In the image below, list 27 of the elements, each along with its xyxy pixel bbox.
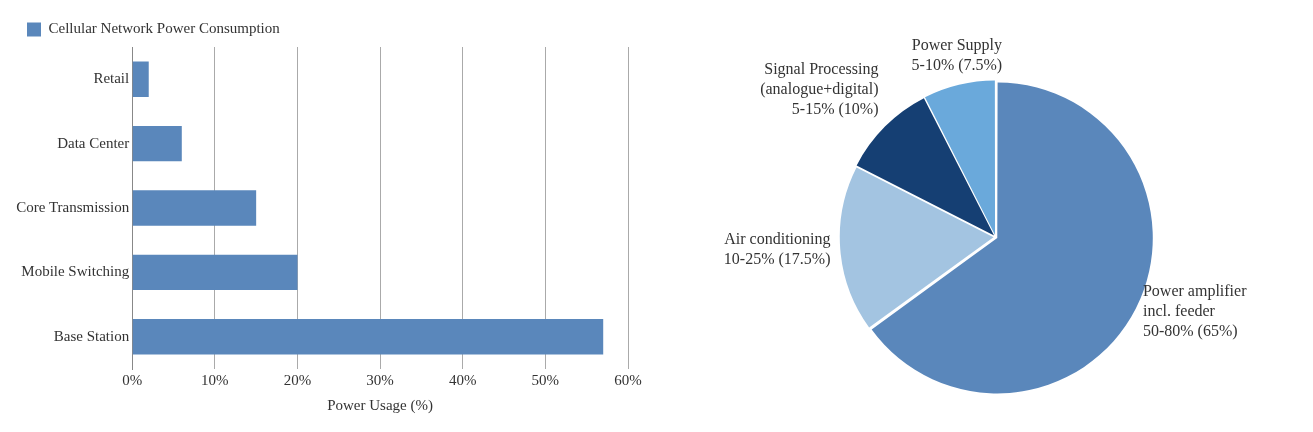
x-tick-label: 40% — [448, 371, 477, 388]
x-tick-label: 10% — [201, 371, 229, 388]
y-tick-label: Retail — [93, 70, 130, 87]
data-label: 5-15% (10%) — [791, 100, 879, 119]
bar — [132, 190, 257, 226]
y-tick-label: Data Center — [57, 134, 130, 151]
x-tick-label: 20% — [283, 371, 312, 388]
y-tick-label: Base Station — [53, 327, 130, 344]
x-tick-label: 30% — [366, 371, 394, 388]
bar — [132, 125, 182, 162]
x-tick-label: 0% — [122, 371, 143, 388]
slice-label: Signal Processing (analogue+digital) — [760, 60, 879, 99]
x-tick-label: 50% — [531, 371, 560, 388]
data-label: 5-10% (7.5%) — [911, 56, 1003, 75]
legend-label: Cellular Network Power Consumption — [48, 20, 281, 37]
data-label: 50-80% (65%) — [1142, 322, 1238, 341]
slice-label: Air conditioning — [724, 230, 831, 249]
y-tick-label: Core Transmission — [16, 198, 130, 215]
y-tick-label: Mobile Switching — [21, 263, 130, 280]
bar — [132, 254, 298, 291]
x-axis-title: Power Usage (%) — [327, 396, 434, 414]
bar — [132, 319, 604, 355]
data-label: 10-25% (17.5%) — [723, 250, 831, 269]
slice-label: Power Supply — [911, 36, 1002, 55]
bar — [132, 61, 149, 97]
x-tick-label: 60% — [614, 371, 642, 388]
slice-label: Power amplifier incl. feeder — [1142, 282, 1248, 320]
